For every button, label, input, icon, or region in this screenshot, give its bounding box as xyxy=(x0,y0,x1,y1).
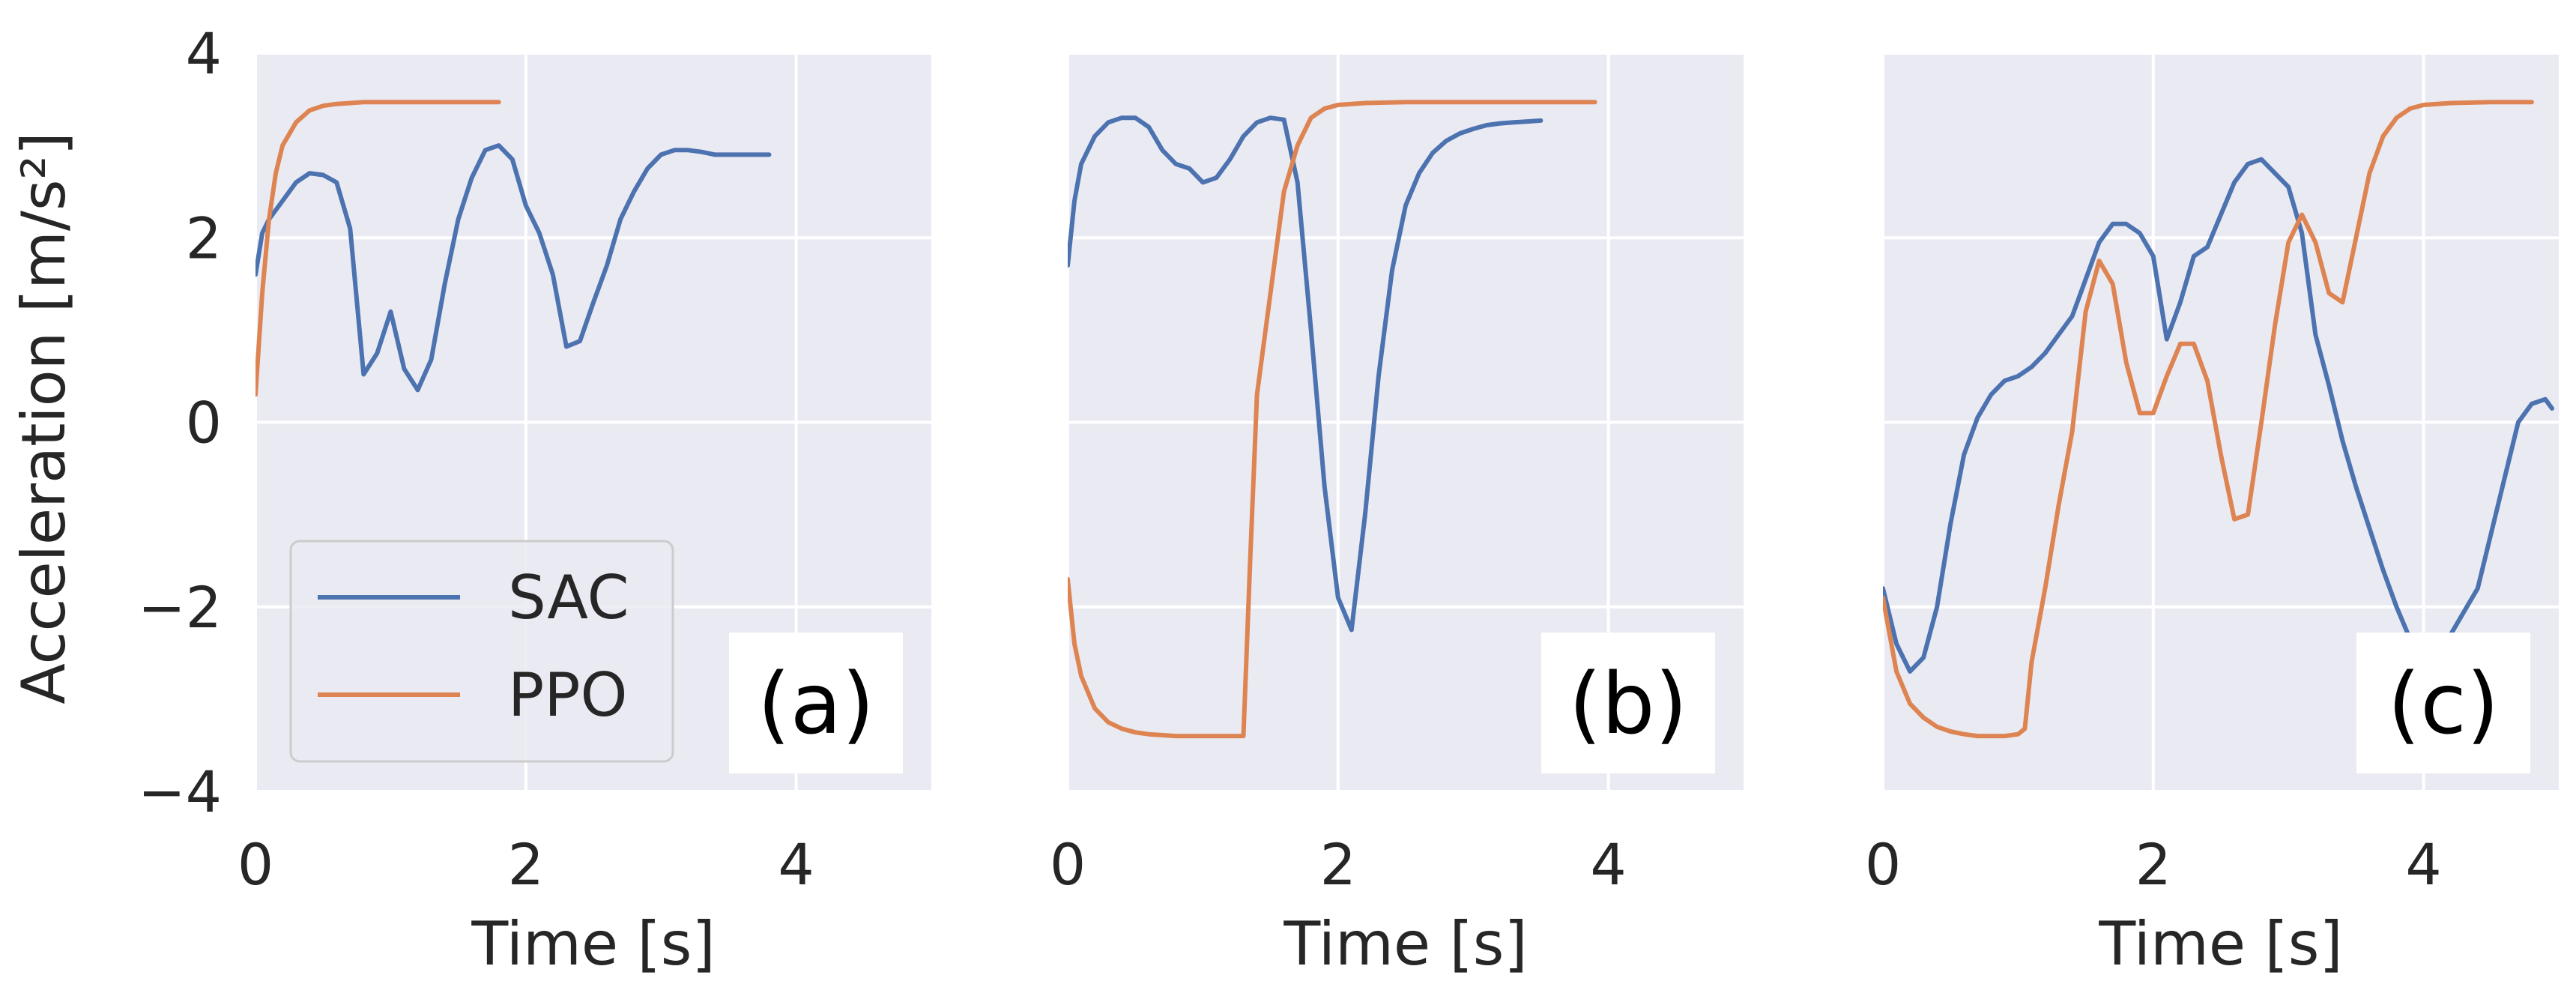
panel-c: 0 2 4 Time [s] (c) xyxy=(1865,52,2559,979)
x-axis-label: Time [s] xyxy=(1283,909,1527,979)
x-tick-label: 2 xyxy=(508,831,544,898)
x-tick-label: 0 xyxy=(1050,831,1086,898)
x-axis-label: Time [s] xyxy=(2098,909,2342,979)
y-axis-label: Acceleration [m/s²] xyxy=(9,132,79,704)
y-tick-label: 4 xyxy=(186,20,222,87)
y-tick-label: −4 xyxy=(138,758,222,825)
panel-label-box xyxy=(1541,633,1715,773)
panel-label-box xyxy=(729,633,903,773)
legend: SAC PPO xyxy=(289,540,674,763)
panel-label: (c) xyxy=(2388,656,2500,753)
y-tick-label: 0 xyxy=(186,390,222,456)
panel-a: 0 2 4 Time [s] (a) xyxy=(238,52,931,979)
x-tick-label: 4 xyxy=(1590,831,1626,898)
x-tick-label: 2 xyxy=(1320,831,1356,898)
panels: 0 2 4 Time [s] (a) 0 2 4 Time [s] (b) 0 2 4 Time [s] (… xyxy=(238,52,2559,979)
y-tick-label: 2 xyxy=(186,205,222,271)
x-tick-label: 2 xyxy=(2135,831,2171,898)
x-axis-label: Time [s] xyxy=(471,909,715,979)
panel-label-box xyxy=(2356,633,2530,773)
legend-label-ppo: PPO xyxy=(508,660,627,730)
x-tick-label: 0 xyxy=(238,831,273,898)
y-tick-label: −2 xyxy=(138,574,222,641)
x-tick-label: 4 xyxy=(2405,831,2441,898)
series-line-ppo xyxy=(256,100,501,397)
x-tick-label: 0 xyxy=(1865,831,1901,898)
shared-y-axis: 4 2 0 −2 −4 xyxy=(138,20,222,825)
series-line-ppo xyxy=(1068,100,1597,739)
series-line-sac xyxy=(256,143,772,393)
series-line-sac xyxy=(1068,115,1544,633)
x-tick-label: 4 xyxy=(778,831,814,898)
panel-b: 0 2 4 Time [s] (b) xyxy=(1050,52,1744,979)
panel-label: (a) xyxy=(758,656,874,753)
legend-label-sac: SAC xyxy=(508,563,629,633)
series-line-ppo xyxy=(1883,100,2534,739)
panel-label: (b) xyxy=(1569,656,1687,753)
